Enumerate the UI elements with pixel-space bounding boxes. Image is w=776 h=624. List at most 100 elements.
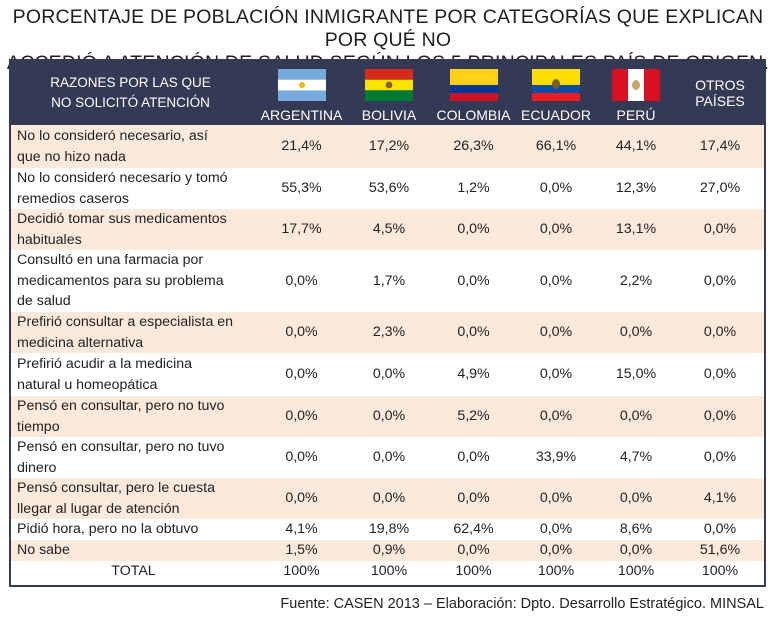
row-label: Decidió tomar sus medicamentos habituales	[11, 209, 256, 250]
header-label-peru: PERÚ	[616, 107, 656, 123]
value-cell: 0,0%	[457, 324, 490, 341]
colombia-flag-icon	[449, 69, 498, 101]
table-row: Pensó en consultar, pero no tuvo tiempo 0,…	[11, 396, 764, 437]
row-label-line: Prefirió acudir a la medicina	[17, 356, 193, 372]
value-cell: 4,1%	[285, 521, 318, 537]
value-cell: 2,2%	[619, 272, 653, 289]
row-label: No sabe	[11, 540, 256, 561]
value-cell: 5,2%	[457, 408, 490, 425]
value-cell: 0,0%	[703, 521, 737, 537]
value-cell: 0,0%	[703, 221, 737, 238]
table-row: Pensó consultar, pero le cuesta llegar al…	[11, 478, 764, 519]
row-label-line: habituales	[17, 231, 82, 248]
argentina-flag-icon	[277, 69, 326, 101]
value-cell: 0,0%	[285, 408, 318, 425]
header-label-bolivia: BOLIVIA	[361, 107, 417, 123]
value-cell: 0,0%	[539, 272, 573, 289]
row-label-line: Pensó en consultar, pero no tuvo	[17, 398, 225, 414]
value-cell: 0,0%	[539, 324, 573, 341]
value-cell: 13,1%	[615, 221, 657, 238]
total-value-cell: 100%	[455, 563, 492, 580]
row-label-line: Pidió hora, pero no la obtuvo	[17, 521, 199, 537]
value-cell: 17,2%	[368, 138, 410, 155]
total-label: TOTAL	[111, 563, 156, 580]
value-cell: 0,0%	[457, 541, 490, 558]
value-cell: 27,0%	[699, 180, 741, 197]
row-label: No lo consideró necesario y tomó remedios…	[11, 168, 256, 209]
value-cell: 0,0%	[619, 541, 653, 558]
row-label: Pidió hora, pero no la obtuvo	[11, 519, 256, 540]
table-frame: RAZONES POR LAS QUE NO SOLICITÓ ATENCIÓN…	[9, 59, 766, 587]
row-label-line: tiempo	[17, 418, 60, 435]
row-label: Prefirió acudir a la medicina natural u h…	[11, 353, 256, 396]
header-label-otros-paises: OTROS PAÍSES	[695, 77, 745, 109]
value-cell: 0,0%	[539, 541, 573, 558]
value-cell: 0,0%	[703, 366, 737, 383]
value-cell: 33,9%	[535, 449, 577, 466]
value-cell: 4,9%	[457, 366, 490, 383]
value-cell: 0,0%	[703, 408, 737, 425]
row-label: Prefirió consultar a especialista en medi…	[11, 312, 256, 353]
header-colombia: COLOMBIA	[431, 61, 516, 125]
value-cell: 17,4%	[699, 138, 741, 155]
value-cell: 19,8%	[368, 521, 410, 537]
total-value-cell: 100%	[617, 563, 655, 580]
value-cell: 0,0%	[372, 366, 406, 383]
value-cell: 0,0%	[539, 221, 573, 238]
row-label-line: No sabe	[17, 541, 70, 558]
row-label: Pensó consultar, pero le cuesta llegar al…	[11, 478, 256, 519]
value-cell: 62,4%	[453, 521, 494, 537]
value-cell: 51,6%	[699, 541, 741, 558]
table-row: No lo consideró necesario, así que no hiz…	[11, 125, 764, 168]
ecuador-flag-icon	[532, 69, 580, 101]
value-cell: 0,0%	[703, 449, 737, 466]
header-label-argentina: ARGENTINA	[260, 107, 343, 123]
header-label-colombia: COLOMBIA	[436, 107, 511, 123]
value-cell: 0,9%	[372, 541, 406, 558]
value-cell: 0,0%	[372, 408, 406, 425]
value-cell: 15,0%	[615, 366, 657, 383]
row-label: Consultó en una farmacia por medicamentos…	[11, 250, 256, 312]
value-cell: 0,0%	[539, 521, 573, 537]
table-row: Decidió tomar sus medicamentos habituales…	[11, 209, 764, 250]
table-row: Pidió hora, pero no la obtuvo 4,1% 19,8% 62…	[11, 519, 764, 540]
value-cell: 21,4%	[281, 138, 322, 155]
value-cell: 0,0%	[539, 366, 573, 383]
value-cell: 0,0%	[539, 180, 573, 197]
row-label-line: medicina alternativa	[17, 334, 144, 351]
value-cell: 0,0%	[285, 490, 318, 507]
value-cell: 0,0%	[703, 272, 737, 289]
title-line-1: PORCENTAJE DE POBLACIÓN INMIGRANTE POR C…	[12, 6, 764, 51]
value-cell: 0,0%	[372, 490, 406, 507]
row-label-line: que no hizo nada	[17, 148, 126, 165]
value-cell: 53,6%	[368, 180, 410, 197]
value-cell: 26,3%	[453, 138, 494, 155]
total-row: TOTAL 100% 100% 100% 100% 100% 100%	[11, 560, 764, 583]
value-cell: 1,5%	[285, 541, 318, 558]
value-cell: 4,5%	[372, 221, 406, 238]
header-reasons-line-1: RAZONES POR LAS QUE	[50, 75, 211, 90]
value-cell: 0,0%	[619, 408, 653, 425]
table-row: Prefirió acudir a la medicina natural u h…	[11, 353, 764, 396]
value-cell: 0,0%	[457, 490, 490, 507]
value-cell: 4,7%	[619, 449, 653, 466]
table-row: Prefirió consultar a especialista en medi…	[11, 312, 764, 353]
value-cell: 1,7%	[372, 272, 406, 289]
value-cell: 55,3%	[281, 180, 322, 197]
header-peru: PERÚ	[596, 61, 676, 125]
row-label-line: llegar al lugar de atención	[17, 500, 180, 517]
row-label-line: Pensó consultar, pero le cuesta	[17, 480, 215, 496]
value-cell: 17,7%	[281, 221, 322, 238]
table-row: No lo consideró necesario y tomó remedios…	[11, 168, 764, 209]
total-value-cell: 100%	[537, 563, 575, 580]
source-note: Fuente: CASEN 2013 – Elaboración: Dpto. …	[280, 596, 764, 612]
header-label-ecuador: ECUADOR	[520, 107, 591, 123]
value-cell: 0,0%	[619, 490, 653, 507]
row-label-line: No lo consideró necesario y tomó	[17, 170, 228, 186]
value-cell: 0,0%	[619, 324, 653, 341]
total-value-cell: 100%	[283, 563, 320, 580]
value-cell: 44,1%	[615, 138, 657, 155]
header-argentina: ARGENTINA	[256, 61, 347, 125]
row-label-line: Pensó en consultar, pero no tuvo	[17, 439, 225, 455]
table-body: No lo consideró necesario, así que no hiz…	[11, 125, 764, 583]
